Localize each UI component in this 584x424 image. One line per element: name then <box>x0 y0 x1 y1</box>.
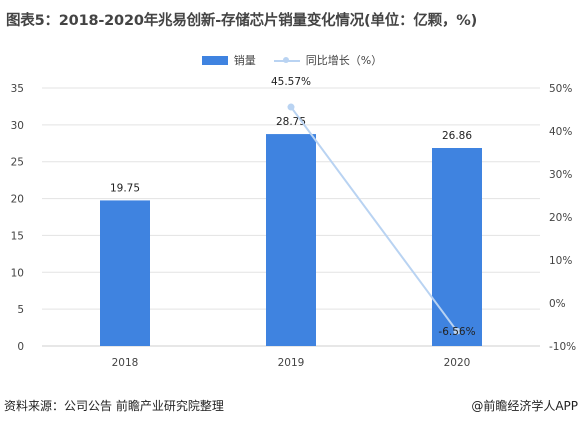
y-tick-label: 30 <box>11 120 24 132</box>
chart-legend: 销量 同比增长（%） <box>0 52 584 68</box>
legend-label-sales: 销量 <box>233 54 256 67</box>
y-tick-label: 10 <box>11 267 24 279</box>
y2-tick-label: -10% <box>549 341 576 353</box>
legend-item-growth: 同比增长（%） <box>273 52 383 68</box>
bar <box>266 134 316 346</box>
legend-line-swatch <box>273 56 300 65</box>
growth-point <box>453 327 461 335</box>
y2-tick-label: 50% <box>549 83 572 95</box>
bar <box>432 148 482 346</box>
y-tick-label: 35 <box>11 83 24 95</box>
growth-value-label: 45.57% <box>271 76 311 88</box>
growth-value-label: -6.56% <box>438 326 475 338</box>
bar <box>100 200 150 346</box>
bar-value-label: 19.75 <box>110 182 140 194</box>
legend-label-growth: 同比增长（%） <box>305 54 383 67</box>
source-note: 资料来源：公司公告 前瞻产业研究院整理 <box>4 399 224 413</box>
legend-bar-swatch <box>201 55 228 65</box>
growth-point <box>287 103 295 111</box>
bar-value-label: 26.86 <box>442 130 472 142</box>
growth-line <box>290 106 458 332</box>
y2-tick-label: 20% <box>549 212 572 224</box>
y-tick-label: 0 <box>17 341 24 353</box>
x-tick-label: 2019 <box>278 357 305 369</box>
y-tick-label: 5 <box>17 304 24 316</box>
y2-tick-label: 40% <box>549 126 572 138</box>
chart-title: 图表5：2018-2020年兆易创新-存储芯片销量变化情况(单位：亿颗，%) <box>6 13 478 29</box>
x-tick-label: 2020 <box>444 357 471 369</box>
x-tick-label: 2018 <box>112 357 139 369</box>
bar-value-label: 28.75 <box>276 116 306 128</box>
y2-tick-label: 30% <box>549 169 572 181</box>
y2-tick-label: 0% <box>549 298 566 310</box>
legend-item-sales: 销量 <box>201 52 256 68</box>
y-tick-label: 25 <box>11 157 24 169</box>
y2-tick-label: 10% <box>549 255 572 267</box>
credit-note: @前瞻经济学人APP <box>471 399 578 413</box>
y-tick-label: 15 <box>11 230 24 242</box>
y-tick-label: 20 <box>11 194 24 206</box>
